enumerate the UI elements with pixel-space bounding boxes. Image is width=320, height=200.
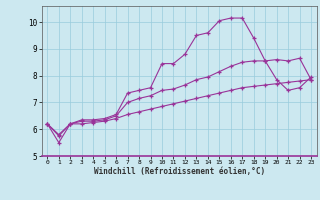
X-axis label: Windchill (Refroidissement éolien,°C): Windchill (Refroidissement éolien,°C) <box>94 167 265 176</box>
